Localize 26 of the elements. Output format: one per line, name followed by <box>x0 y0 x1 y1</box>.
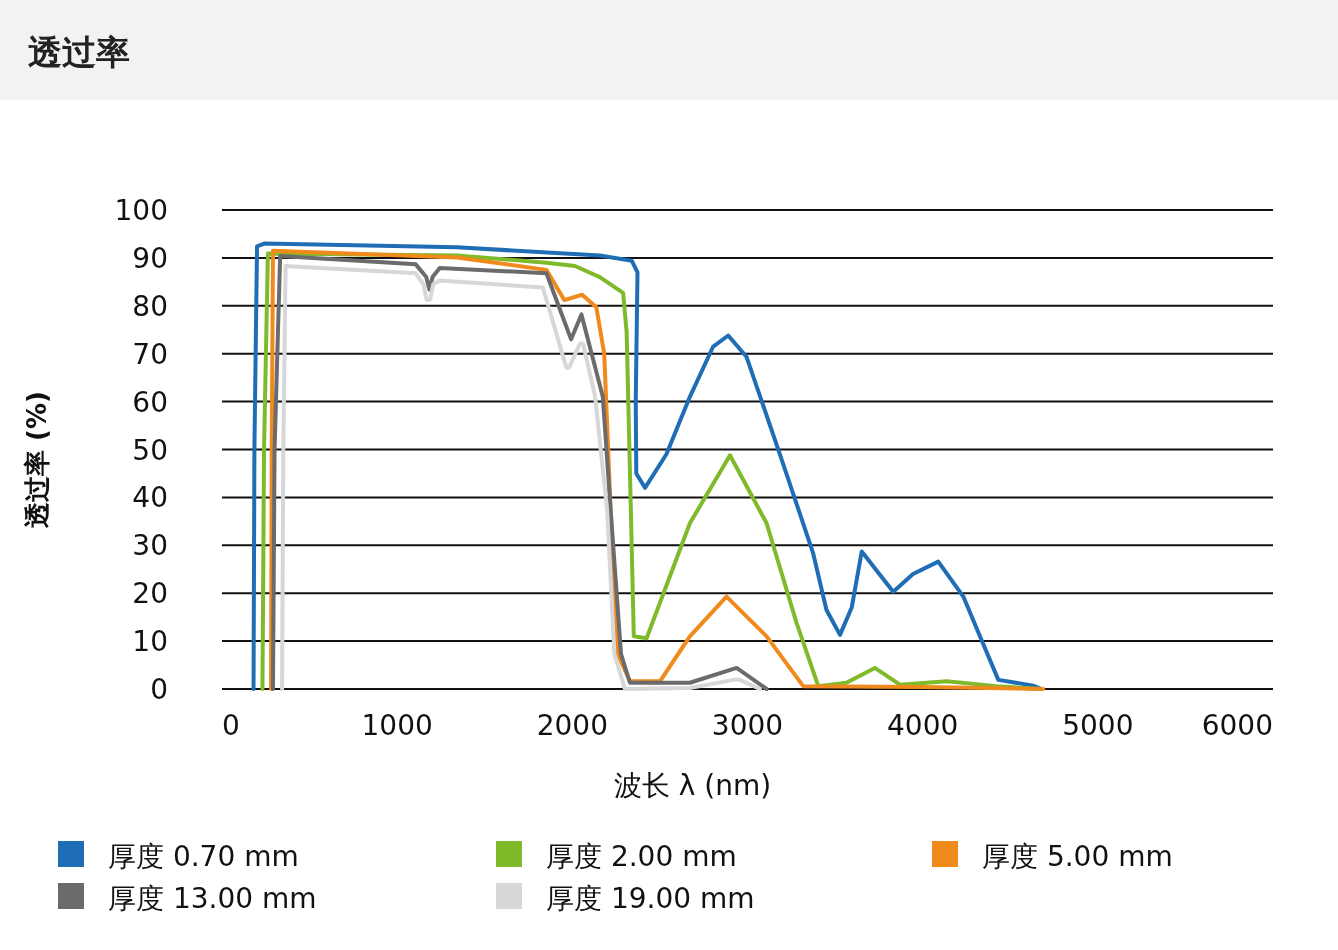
x-tick-label: 6000 <box>1201 709 1273 742</box>
x-tick-label: 5000 <box>1062 709 1134 742</box>
y-tick-label: 0 <box>150 673 168 706</box>
y-tick-label: 90 <box>132 241 168 275</box>
x-tick-label: 4000 <box>887 709 959 742</box>
y-tick-label: 100 <box>114 194 168 227</box>
legend-label: 厚度 13.00 mm <box>108 882 317 915</box>
x-axis-title: 波长 λ (nm) <box>613 769 772 802</box>
legend-label: 厚度 19.00 mm <box>546 882 755 915</box>
y-tick-label: 80 <box>132 289 168 323</box>
x-tick-label: 1000 <box>361 709 433 742</box>
y-tick-label: 50 <box>132 433 168 467</box>
legend-label: 厚度 2.00 mm <box>546 840 737 873</box>
y-tick-label: 70 <box>132 337 168 371</box>
legend-label: 厚度 5.00 mm <box>982 840 1173 873</box>
y-tick-label: 20 <box>132 577 168 611</box>
x-tick-label: 2000 <box>536 709 608 742</box>
y-tick-label: 60 <box>132 385 168 419</box>
chart-title: 透过率 <box>28 32 130 72</box>
x-tick-label: 0 <box>222 709 240 742</box>
y-tick-label: 30 <box>132 529 168 563</box>
y-axis-title: 透过率 (%) <box>22 391 52 528</box>
legend-label: 厚度 0.70 mm <box>108 840 299 873</box>
x-tick-label: 3000 <box>711 709 784 742</box>
y-tick-label: 40 <box>132 481 168 515</box>
y-tick-label: 10 <box>132 625 168 659</box>
